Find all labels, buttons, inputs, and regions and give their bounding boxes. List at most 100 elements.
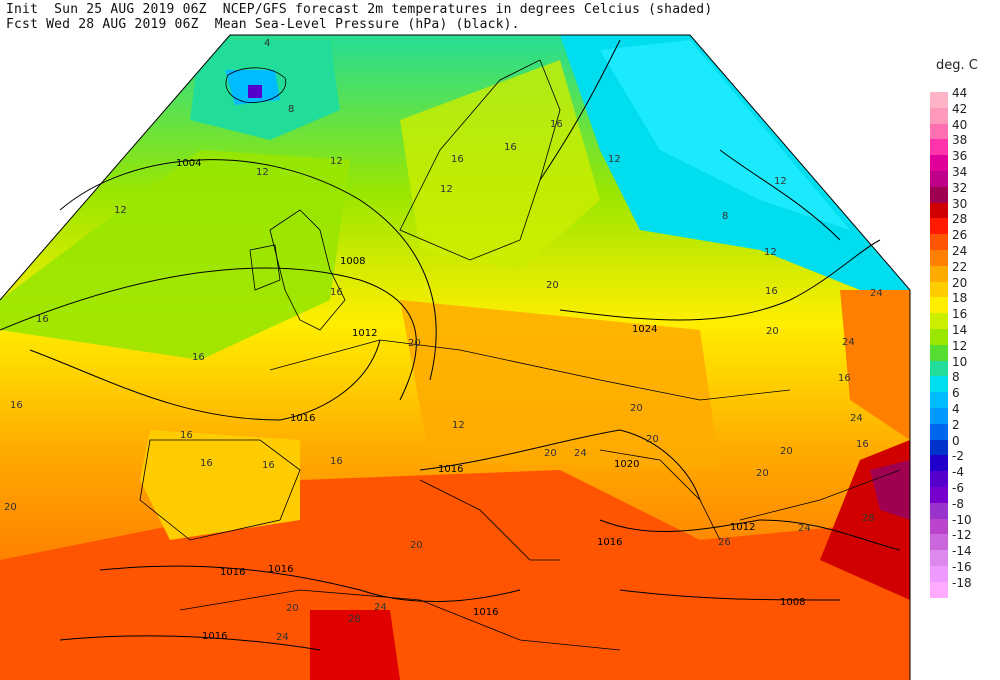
isobar-label: 1020 — [614, 459, 639, 470]
legend-swatch — [930, 281, 948, 298]
legend-swatch — [930, 534, 948, 551]
temp-label: 20 — [4, 502, 17, 513]
legend-label: -2 — [952, 449, 964, 464]
legend-entry: -8 — [930, 497, 1000, 519]
legend-swatch — [930, 581, 948, 598]
legend-label: -4 — [952, 465, 964, 480]
legend-entry: 22 — [930, 260, 1000, 282]
legend-entry: 34 — [930, 165, 1000, 187]
legend-label: 0 — [952, 433, 960, 448]
isobar-label: 1004 — [176, 158, 201, 169]
legend-entry: 10 — [930, 355, 1000, 377]
legend-label: 42 — [952, 101, 968, 116]
isobar-labels: 1004 1008 1012 1016 1016 1024 1020 1016 … — [176, 158, 805, 642]
temp-label: 24 — [574, 448, 587, 459]
temp-label: 20 — [286, 603, 299, 614]
legend-entry: -14 — [930, 544, 1000, 566]
legend-entry: 28 — [930, 212, 1000, 235]
temp-label: 20 — [756, 468, 769, 479]
legend-entry: -12 — [930, 528, 1000, 551]
temp-label: 24 — [850, 413, 863, 424]
legend-entry: 20 — [930, 276, 1000, 298]
temp-label: 16 — [451, 154, 464, 165]
temp-label: 16 — [856, 439, 869, 450]
legend-label: 2 — [952, 417, 960, 432]
isobar-label: 1016 — [290, 413, 315, 424]
legend-label: 22 — [952, 259, 968, 274]
legend-swatch — [930, 423, 948, 440]
legend-swatch — [930, 360, 948, 377]
legend-swatch — [930, 376, 948, 393]
legend-label: -16 — [952, 559, 972, 574]
legend-swatch — [930, 202, 948, 219]
legend-entry: 12 — [930, 339, 1000, 361]
isobar-label: 1016 — [438, 464, 463, 475]
legend-label: 40 — [952, 117, 968, 132]
isobar-label: 1016 — [473, 607, 498, 618]
legend-title: deg. C — [936, 58, 978, 73]
temperature-field — [0, 35, 910, 680]
temp-label: 12 — [256, 167, 269, 178]
legend-swatch — [930, 313, 948, 329]
temp-label: 16 — [330, 287, 343, 298]
legend-swatch — [930, 218, 948, 235]
color-legend: 44 42 40 38 36 34 32 30 28 26 24 22 20 18 16 14 12 10 8 6 4 2… — [930, 86, 1000, 598]
temp-label: 16 — [262, 460, 275, 471]
legend-label: 38 — [952, 133, 968, 148]
temp-label: 20 — [408, 338, 421, 349]
legend-entry: -10 — [930, 513, 1000, 535]
legend-entry: 40 — [930, 118, 1000, 140]
legend-label: -10 — [952, 512, 972, 527]
isobar-label: 1012 — [352, 328, 377, 339]
isobar-label: 1008 — [780, 597, 805, 608]
legend-label: -8 — [952, 496, 964, 511]
legend-label: 20 — [952, 275, 968, 290]
isobars — [0, 39, 901, 651]
legend-label: 6 — [952, 386, 960, 401]
legend-entry: -4 — [930, 465, 1000, 487]
legend-entry: 44 — [930, 86, 1000, 108]
legend-swatch — [930, 297, 948, 314]
temp-label: 12 — [452, 420, 465, 431]
legend-label: -18 — [952, 575, 972, 590]
temp-label: 16 — [36, 314, 49, 325]
legend-swatch — [930, 344, 948, 361]
legend-entry: 26 — [930, 228, 1000, 250]
legend-swatch — [930, 471, 948, 487]
temp-label: 20 — [410, 540, 423, 551]
temp-label: 24 — [798, 523, 811, 534]
legend-entry: 30 — [930, 197, 1000, 219]
legend-entry: 8 — [930, 370, 1000, 393]
legend-entry: 16 — [930, 307, 1000, 329]
temp-label: 16 — [838, 373, 851, 384]
isobar-label: 1016 — [202, 631, 227, 642]
temp-label: 28 — [348, 614, 361, 625]
temp-label: 16 — [10, 400, 23, 411]
legend-label: 34 — [952, 164, 968, 179]
legend-label: 8 — [952, 370, 960, 385]
isobar-label: 1008 — [340, 256, 365, 267]
legend-swatch — [930, 392, 948, 408]
legend-entry: -16 — [930, 560, 1000, 582]
legend-label: -14 — [952, 544, 972, 559]
isobar-label: 1016 — [268, 564, 293, 575]
legend-swatch — [930, 170, 948, 187]
legend-label: 10 — [952, 354, 968, 369]
legend-entry: 6 — [930, 386, 1000, 408]
legend-swatch — [930, 92, 948, 108]
legend-label: 36 — [952, 149, 968, 164]
temp-label: 8 — [288, 104, 294, 115]
legend-label: 4 — [952, 401, 960, 416]
legend-swatch — [930, 234, 948, 250]
legend-swatch — [930, 328, 948, 345]
legend-entry: -18 — [930, 576, 1000, 598]
legend-swatch — [930, 565, 948, 582]
legend-entry: 18 — [930, 291, 1000, 314]
temp-label: 26 — [718, 537, 731, 548]
temp-label: 16 — [180, 430, 193, 441]
temp-label: 20 — [544, 448, 557, 459]
isobar-label: 1024 — [632, 324, 657, 335]
temp-label: 4 — [264, 38, 270, 49]
isobar-label: 1016 — [220, 567, 245, 578]
